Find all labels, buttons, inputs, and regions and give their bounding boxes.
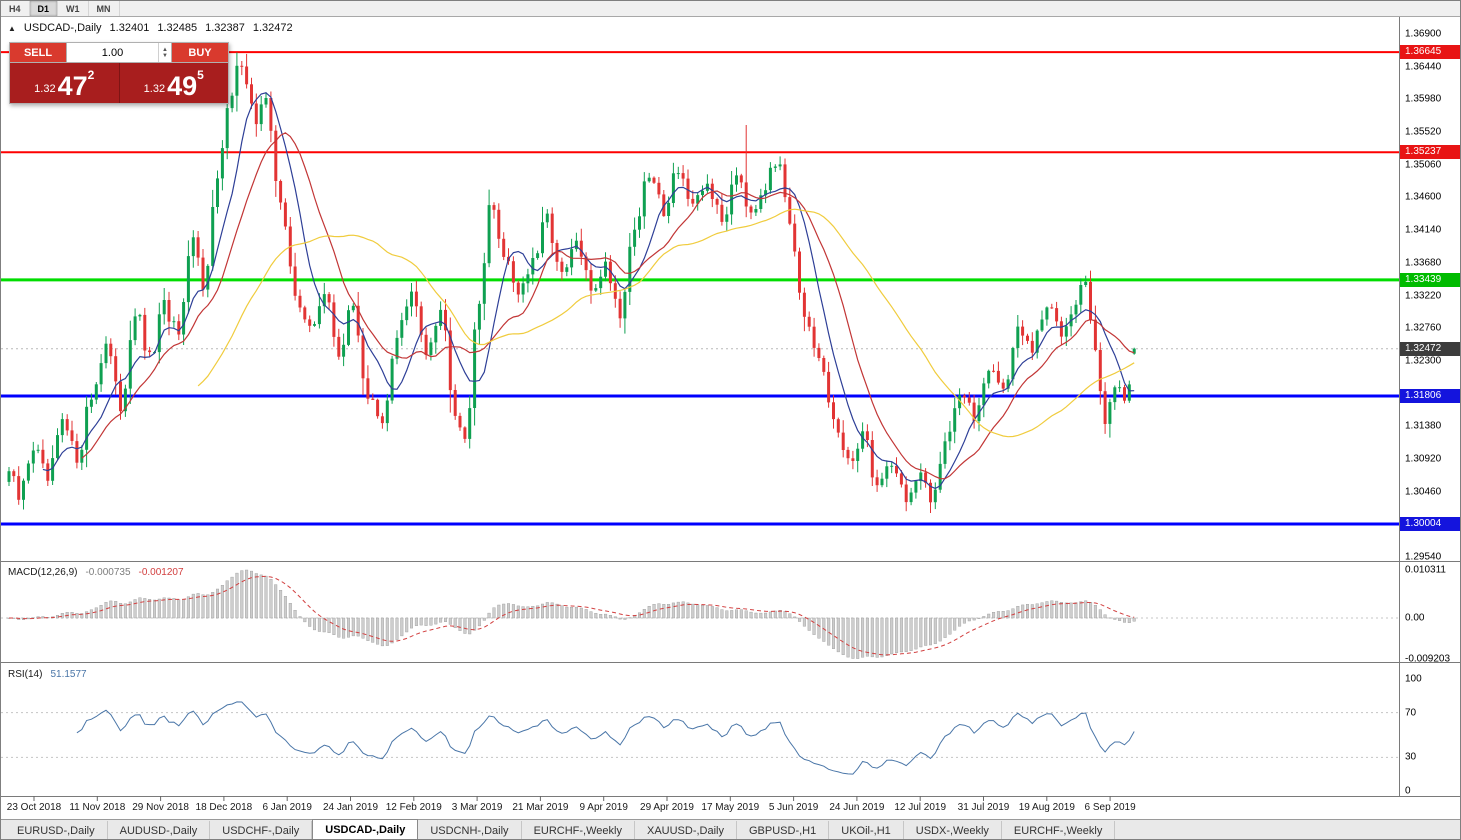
chart-tab-eurusd-daily[interactable]: EURUSD-,Daily (5, 821, 108, 839)
chart-tab-eurchf-weekly[interactable]: EURCHF-,Weekly (1002, 821, 1116, 839)
buy-button[interactable]: BUY (172, 43, 228, 62)
timeframe-button-d1[interactable]: D1 (29, 1, 59, 16)
ask-big-digits: 49 (167, 71, 198, 101)
candlestick-series (7, 52, 1136, 513)
bid-pip-digit: 2 (87, 68, 95, 82)
chart-tab-bar: EURUSD-,Daily AUDUSD-,Daily USDCHF-,Daily U… (1, 819, 1460, 839)
ma-mid-line (81, 132, 1135, 480)
chart-tab-usdx-weekly[interactable]: USDX-,Weekly (904, 821, 1002, 839)
macd-signal-line (9, 575, 1135, 656)
sell-button[interactable]: SELL (10, 43, 66, 62)
chart-tab-ukoil-h1[interactable]: UKOil-,H1 (829, 821, 904, 839)
ask-pip-digit: 5 (197, 68, 204, 82)
rsi-line (76, 701, 1135, 775)
macd-histogram (7, 569, 1136, 659)
volume-spinner[interactable]: 1.00 ▲ ▼ (66, 43, 172, 62)
main-price-panel[interactable] (1, 51, 1399, 526)
ask-price-panel[interactable]: 1.32 49 5 (119, 63, 228, 103)
chart-tab-usdcnh-daily[interactable]: USDCNH-,Daily (418, 821, 522, 839)
volume-up-icon[interactable]: ▲ (162, 46, 168, 53)
ask-prefix: 1.32 (143, 83, 166, 95)
chart-tab-xauusd-daily[interactable]: XAUUSD-,Daily (635, 821, 737, 839)
ma-slow-line (197, 208, 1135, 438)
timeframe-button-h4[interactable]: H4 (1, 1, 30, 16)
timeframe-button-w1[interactable]: W1 (58, 1, 89, 16)
bid-big-digits: 47 (57, 71, 88, 101)
macd-panel[interactable] (1, 569, 1399, 659)
bid-price-panel[interactable]: 1.32 47 2 (10, 63, 119, 103)
volume-value[interactable]: 1.00 (101, 46, 124, 59)
chart-tab-eurchf-weekly[interactable]: EURCHF-,Weekly (522, 821, 635, 839)
one-click-trading-widget: SELL 1.00 ▲ ▼ BUY 1.32 47 2 1.32 49 5 (9, 42, 229, 104)
chart-tab-usdcad-daily[interactable]: USDCAD-,Daily (312, 819, 419, 839)
chart-tab-audusd-daily[interactable]: AUDUSD-,Daily (108, 821, 211, 839)
chart-tab-usdchf-daily[interactable]: USDCHF-,Daily (210, 821, 313, 839)
timeframe-button-mn[interactable]: MN (89, 1, 120, 16)
chart-tab-gbpusd-h1[interactable]: GBPUSD-,H1 (737, 821, 830, 839)
rsi-panel[interactable] (1, 701, 1399, 775)
volume-down-icon[interactable]: ▼ (162, 52, 168, 59)
timeframe-toolbar: H4 D1 W1 MN (1, 1, 1460, 17)
bid-prefix: 1.32 (34, 83, 56, 95)
ma-fast-line (42, 92, 1135, 490)
panel-separators (1, 17, 1460, 801)
